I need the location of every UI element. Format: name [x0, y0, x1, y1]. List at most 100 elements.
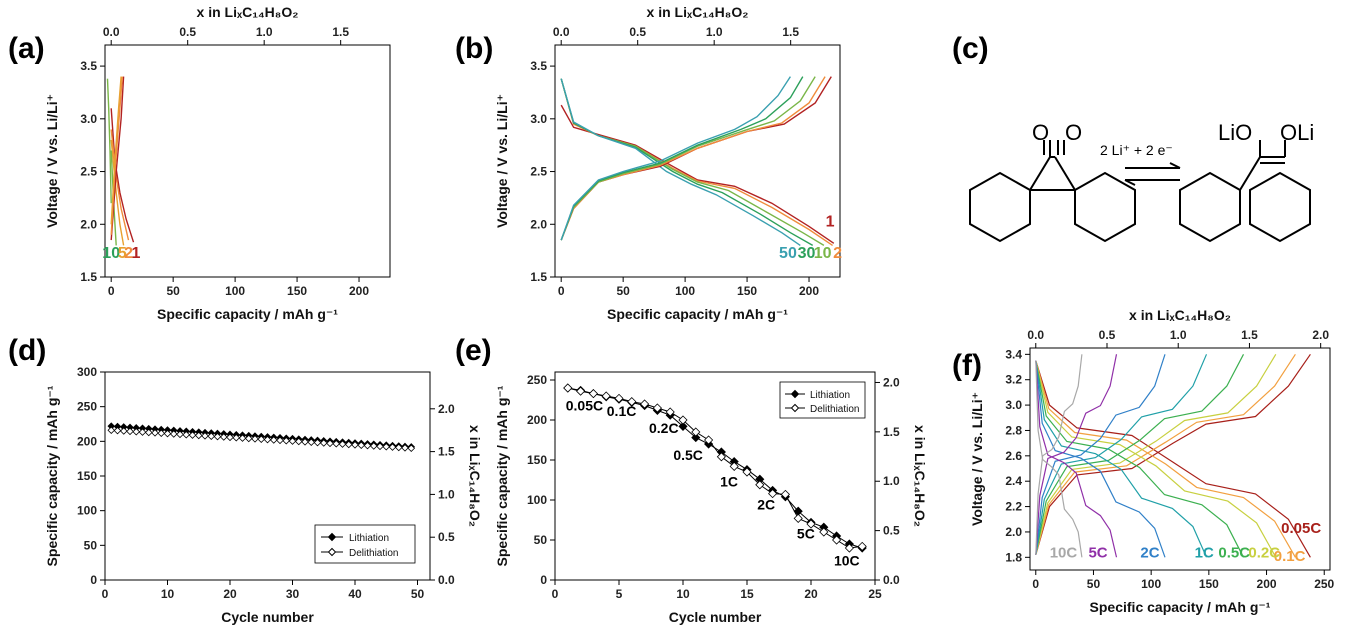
y2-tick-label: 1.5: [438, 445, 455, 459]
point-delithiation: [188, 431, 197, 439]
point-delithiation: [614, 393, 624, 403]
x-tick-label: 200: [799, 284, 819, 298]
charge-0.05C: [1035, 353, 1311, 555]
rate-label-1C: 1C: [720, 473, 738, 489]
y-axis-label: Specific capacity / mAh g⁻¹: [494, 385, 510, 566]
reaction-scheme: [969, 140, 1311, 243]
y-tick-label: 2.0: [80, 217, 97, 231]
point-delithiation: [219, 433, 228, 441]
scheme-lio-left: LiO: [1218, 120, 1252, 145]
y2-tick-label: 0.0: [883, 573, 900, 587]
point-delithiation: [138, 428, 147, 436]
point-delithiation: [313, 438, 322, 447]
point-delithiation: [338, 440, 347, 448]
point-lithiation: [678, 421, 688, 431]
point-delithiation: [388, 443, 397, 451]
point-delithiation: [126, 427, 134, 436]
y-axis-label: Voltage / V vs. Li/Li⁺: [494, 94, 510, 228]
y2-tick-label: 1.5: [883, 425, 900, 439]
x-tick-label: 150: [737, 284, 757, 298]
point-delithiation: [832, 535, 842, 545]
reverse-arrow-head: [1124, 179, 1136, 186]
y-tick-label: 1.5: [530, 270, 547, 284]
rate-label-5C: 5C: [1088, 544, 1107, 561]
point-delithiation: [369, 442, 378, 450]
point-delithiation: [394, 443, 403, 452]
point-delithiation: [307, 438, 316, 447]
point-delithiation: [704, 435, 714, 445]
point-delithiation: [716, 452, 726, 462]
series-line-10: [560, 78, 825, 246]
x2-tick-label: 1.5: [332, 25, 349, 39]
point-delithiation: [151, 429, 159, 437]
panel-label-e: (e): [455, 334, 492, 367]
phenanthrenequinone-structure: [969, 140, 1136, 243]
point-delithiation: [857, 541, 867, 551]
charge-0.2C: [1035, 353, 1277, 555]
discharge-0.2C: [1035, 360, 1277, 558]
series-line-30c: [560, 76, 804, 241]
y-tick-label: 2.0: [530, 217, 547, 231]
point-delithiation: [627, 397, 637, 407]
rate-label-5C: 5C: [797, 525, 815, 541]
point-delithiation: [768, 489, 778, 499]
point-delithiation: [238, 434, 247, 442]
x2-tick-label: 1.0: [256, 25, 273, 39]
discharge-0.1C: [1035, 360, 1296, 558]
x2-tick-label: 0.5: [1099, 328, 1116, 342]
legend-marker: [327, 532, 337, 542]
charge-10C: [1035, 354, 1083, 555]
x-axis-label: Specific capacity / mAh g⁻¹: [1090, 599, 1271, 615]
y-tick-label: 150: [527, 453, 547, 467]
panel-label-a: (a): [8, 32, 45, 65]
annotation-30: 30: [798, 245, 816, 262]
y2-tick-label: 0.0: [438, 573, 455, 587]
point-delithiation: [213, 432, 222, 441]
y-axis-label: Specific capacity / mAh g⁻¹: [44, 385, 60, 566]
y-tick-label: 3.2: [1005, 373, 1022, 387]
x-tick-label: 50: [411, 587, 425, 601]
point-delithiation: [793, 513, 803, 523]
x2-tick-label: 0.0: [103, 25, 120, 39]
series-line-50c: [560, 76, 791, 241]
charge-2C: [1035, 354, 1166, 555]
x-tick-label: 40: [348, 587, 362, 601]
series-line-c10: [106, 78, 112, 204]
rate-label-2C: 2C: [1140, 544, 1159, 561]
charge-1C: [1035, 354, 1208, 555]
y-tick-label: 300: [77, 365, 97, 379]
point-delithiation: [344, 440, 353, 449]
point-delithiation: [640, 399, 650, 409]
y-tick-label: 1.5: [80, 270, 97, 284]
y2-tick-label: 0.5: [883, 524, 900, 538]
y-tick-label: 2.2: [1005, 500, 1022, 514]
point-delithiation: [132, 427, 141, 436]
y-tick-label: 3.0: [1005, 398, 1022, 412]
legend-label: Delithiation: [349, 548, 398, 559]
point-delithiation: [601, 391, 611, 401]
point-delithiation: [294, 437, 303, 446]
series-line-5: [110, 139, 125, 246]
point-delithiation: [157, 429, 166, 438]
x-tick-label: 50: [616, 284, 630, 298]
point-delithiation: [244, 434, 253, 443]
y-tick-label: 2.0: [1005, 525, 1022, 539]
x-tick-label: 100: [225, 284, 245, 298]
y-axis-label: Voltage / V vs. Li/Li⁺: [969, 392, 985, 526]
point-delithiation: [163, 429, 172, 438]
point-delithiation: [301, 438, 309, 446]
y-tick-label: 3.5: [530, 59, 547, 73]
annotation-10: 10: [814, 245, 832, 262]
y-tick-label: 1.8: [1005, 550, 1022, 564]
panel-label-d: (d): [8, 334, 46, 367]
charge-0.1C: [1035, 353, 1296, 555]
x-axis-label: Specific capacity / mAh g⁻¹: [607, 306, 788, 322]
point-delithiation: [182, 430, 191, 439]
legend-label: Lithiation: [349, 533, 389, 544]
point-delithiation: [263, 435, 272, 444]
legend-marker: [327, 547, 337, 557]
series-line-1: [560, 104, 835, 244]
discharge-5C: [1035, 360, 1118, 558]
